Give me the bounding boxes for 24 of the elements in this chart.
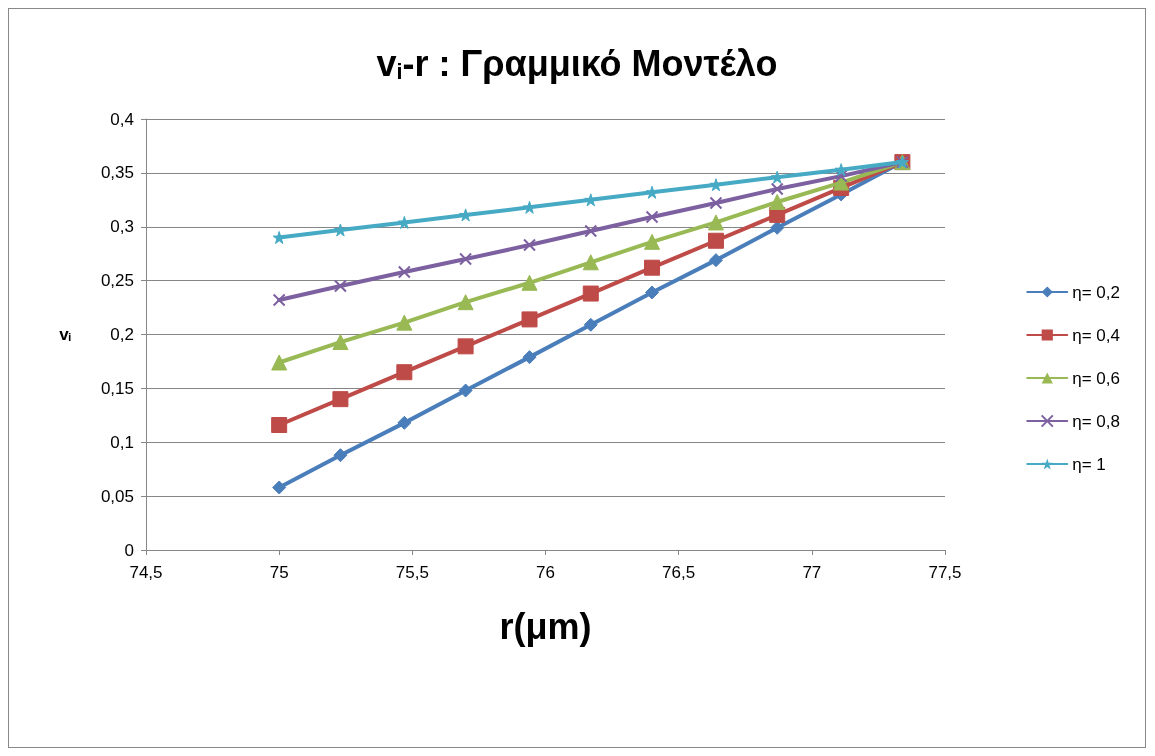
y-tick-label: 0,4 (110, 109, 134, 129)
legend-label: η= 0,8 (1072, 411, 1121, 431)
legend-label: η= 0,4 (1072, 325, 1121, 345)
x-tick-label: 75 (269, 563, 289, 582)
y-tick-label: 0,05 (100, 486, 134, 506)
x-tick-label: 76 (536, 563, 555, 582)
y-tick-label: 0,25 (100, 271, 134, 291)
x-tick-label: 76,5 (662, 563, 696, 582)
x-tick-label: 75,5 (395, 563, 429, 582)
y-tick-label: 0,1 (110, 432, 134, 452)
legend-label: η= 1 (1072, 454, 1106, 474)
y-tick-label: 0,15 (100, 378, 134, 398)
legend-label: η= 0,2 (1072, 282, 1121, 302)
x-axis-title: r(μm) (499, 605, 592, 647)
y-tick-label: 0 (124, 540, 134, 560)
y-tick-label: 0,35 (100, 163, 134, 183)
legend-label: η= 0,6 (1072, 368, 1121, 388)
chart-title: vi-r : Γραμμικό Μοντέλο (376, 42, 778, 84)
x-tick-label: 74,5 (129, 563, 163, 582)
y-axis-title: vᵢ (59, 325, 71, 344)
y-tick-label: 0,2 (110, 325, 134, 344)
x-tick-label: 77 (802, 563, 822, 582)
x-tick-label: 77,5 (928, 563, 962, 582)
y-tick-label: 0,3 (110, 217, 134, 237)
